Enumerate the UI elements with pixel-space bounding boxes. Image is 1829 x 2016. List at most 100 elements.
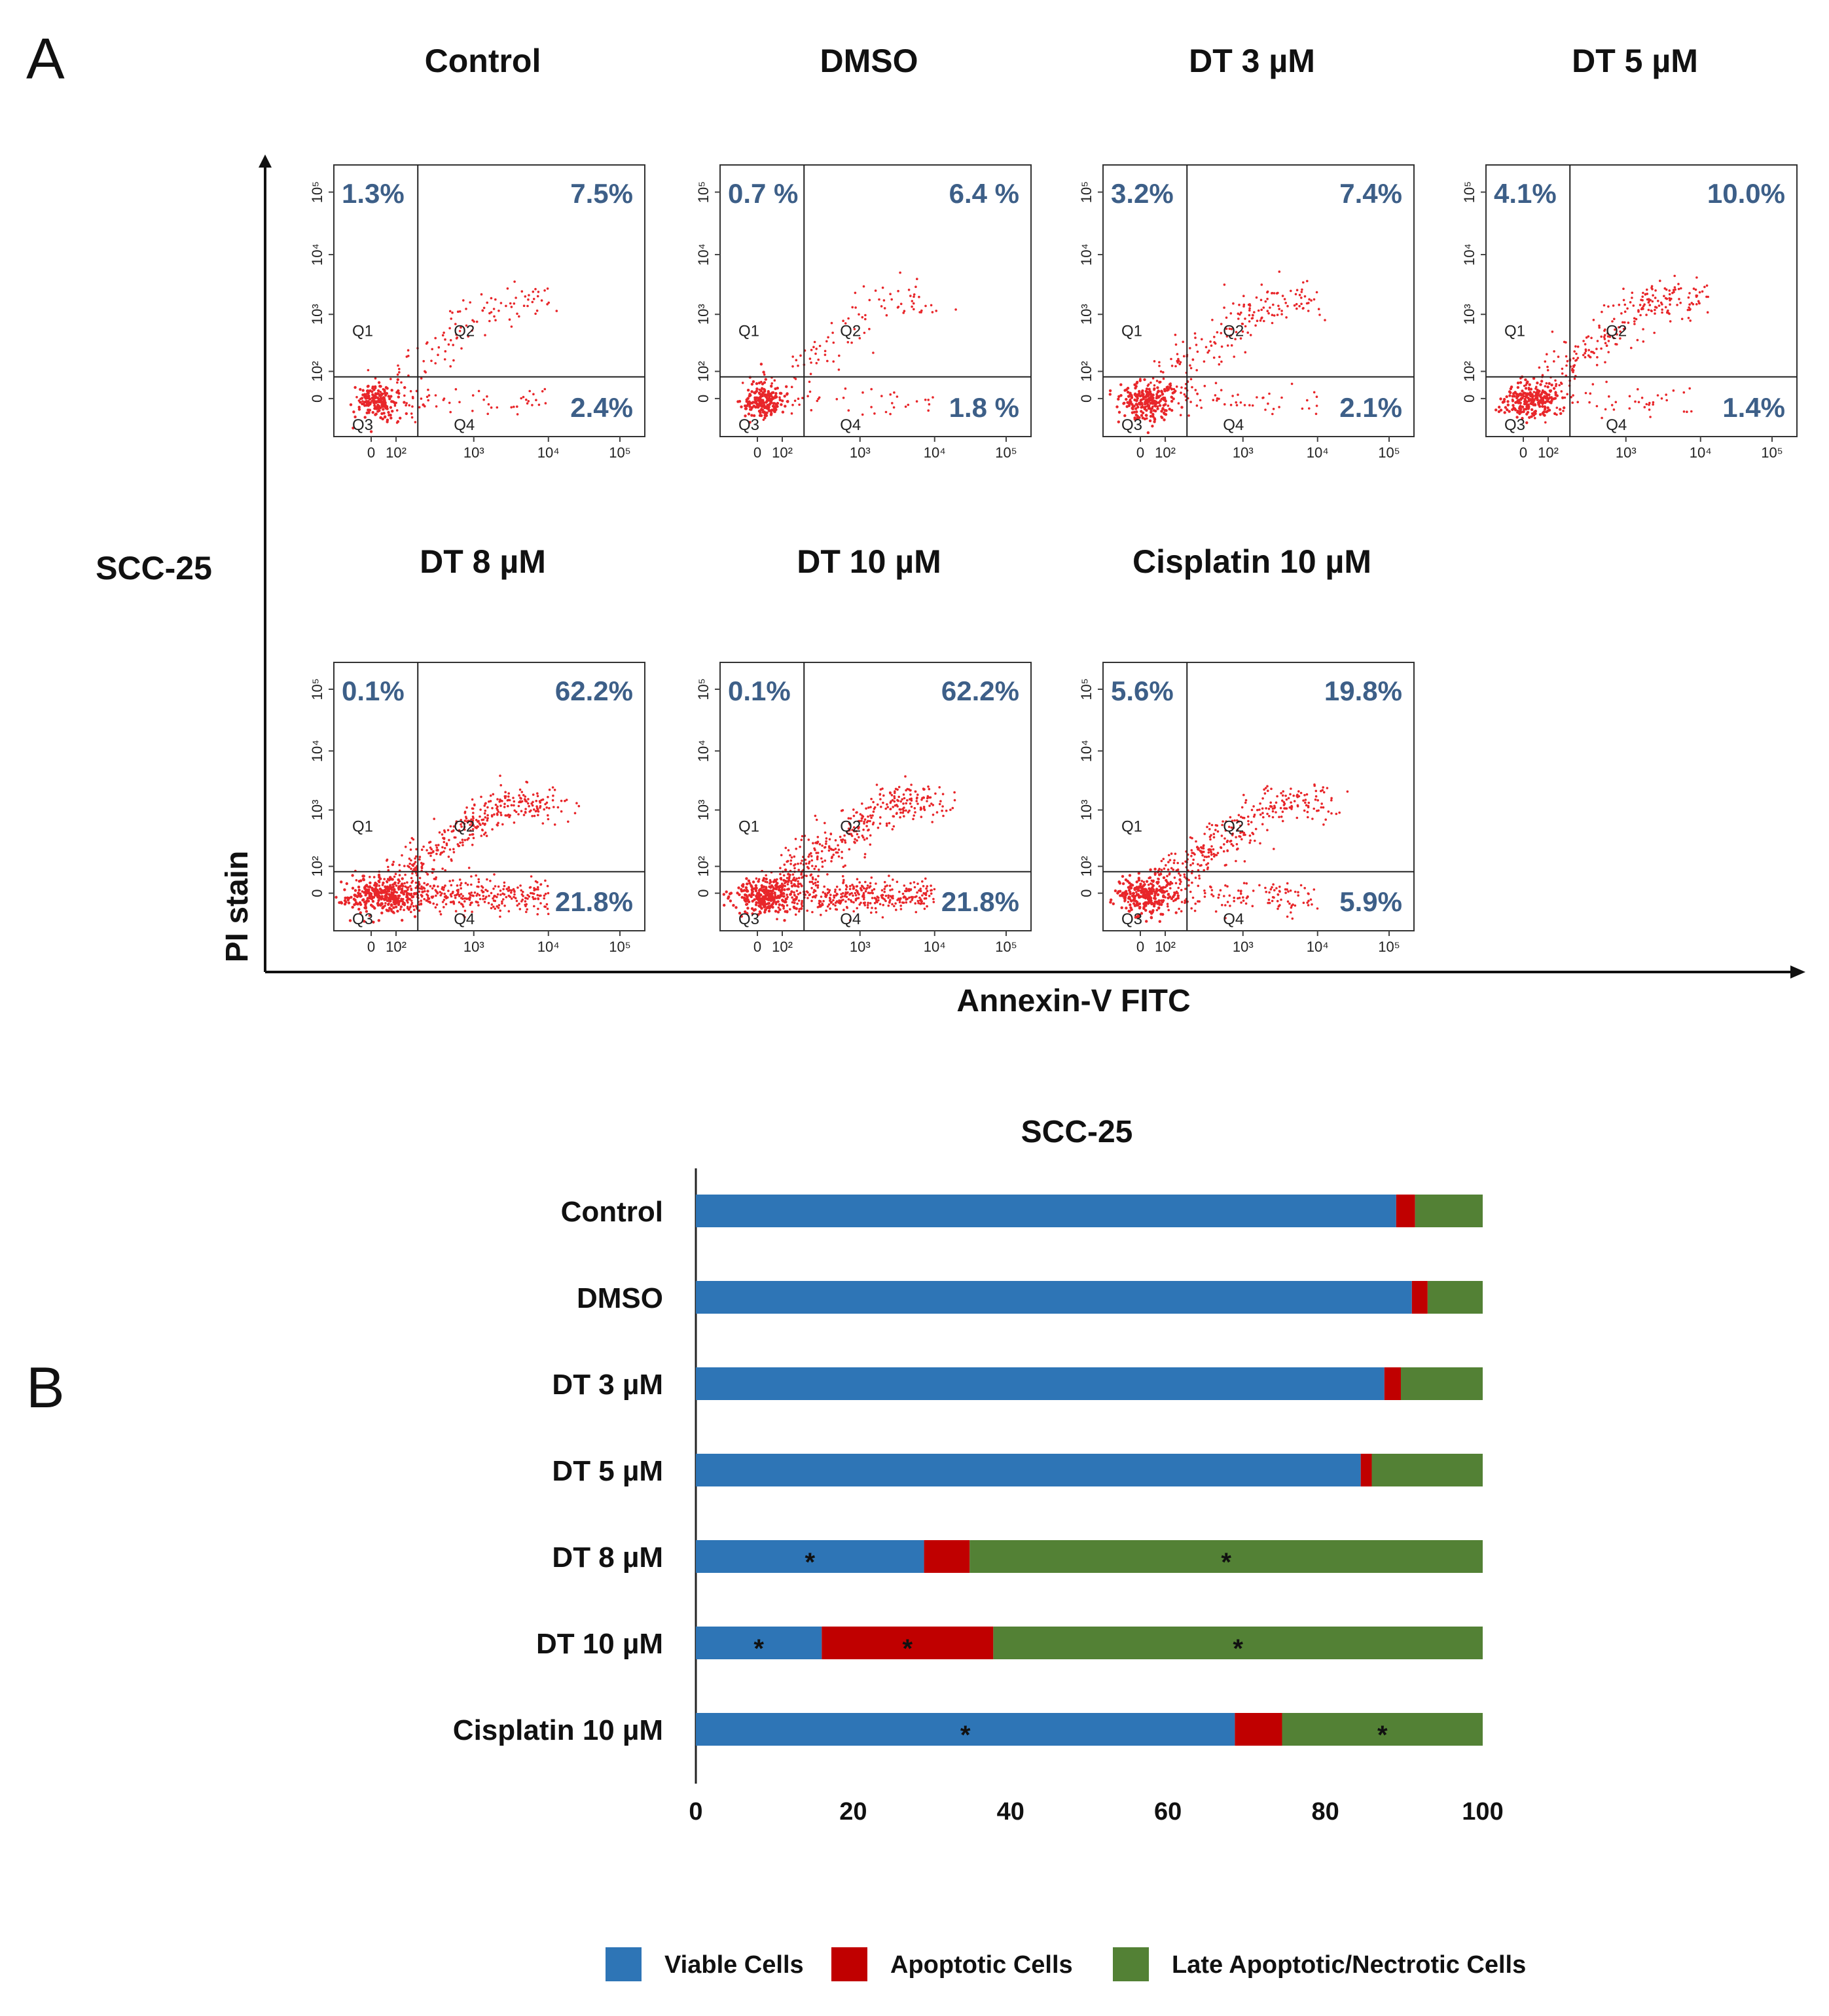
flow-event: [462, 299, 465, 302]
flow-event: [1604, 342, 1607, 344]
flow-y-tick-label: 0: [1078, 889, 1095, 897]
flow-event: [1229, 312, 1233, 315]
flow-event: [1146, 391, 1150, 393]
flow-event: [1180, 391, 1182, 394]
flow-event: [379, 888, 382, 891]
flow-event: [1180, 910, 1183, 912]
flow-event: [1183, 873, 1186, 876]
flow-event: [748, 421, 752, 424]
flow-event: [1280, 313, 1283, 315]
flow-event: [1176, 869, 1179, 872]
flow-event: [357, 888, 361, 892]
flow-event: [801, 397, 804, 399]
flow-event: [359, 911, 362, 914]
flow-event: [1273, 889, 1276, 891]
flow-event: [812, 882, 815, 885]
flow-event: [889, 393, 892, 396]
flow-event: [905, 890, 908, 892]
flow-event: [345, 882, 348, 886]
flow-event: [429, 840, 432, 844]
flow-event: [1184, 899, 1186, 902]
flow-event: [507, 792, 510, 795]
flow-event: [1505, 395, 1508, 399]
legend-swatch: [831, 1947, 867, 1981]
flow-event: [398, 368, 401, 370]
flow-event: [1281, 819, 1284, 823]
flow-event: [1243, 404, 1246, 406]
flow-event: [1627, 321, 1630, 324]
flow-event: [1192, 858, 1195, 861]
flow-event: [783, 863, 786, 866]
flow-event: [1145, 387, 1149, 391]
flow-event: [424, 405, 426, 408]
flow-event: [1145, 880, 1149, 883]
flow-event: [909, 789, 912, 792]
flow-event: [761, 405, 765, 408]
flow-event: [1314, 789, 1318, 793]
flow-event: [914, 790, 917, 793]
flow-event: [789, 893, 792, 895]
bar-x-tick-label: 60: [1154, 1798, 1182, 1826]
flow-event: [1148, 398, 1151, 401]
flow-event: [390, 891, 393, 894]
flow-event: [1262, 816, 1265, 819]
flow-event: [901, 901, 904, 904]
flow-event: [1265, 807, 1267, 810]
flow-event: [825, 837, 828, 840]
flow-event: [782, 884, 785, 887]
flow-event: [851, 829, 854, 831]
flow-event: [1176, 861, 1179, 865]
flow-event: [834, 888, 837, 891]
flow-event: [544, 402, 547, 405]
flow-event: [1141, 411, 1145, 414]
flow-event: [1524, 399, 1527, 403]
flow-event: [871, 891, 873, 894]
flow-event: [1316, 907, 1319, 910]
flow-event: [1536, 398, 1539, 402]
flow-event: [801, 859, 803, 862]
flow-event: [477, 886, 480, 888]
flow-event: [1502, 397, 1506, 401]
flow-event: [344, 896, 347, 900]
flow-event: [390, 389, 393, 392]
flow-event: [757, 878, 761, 881]
flow-event: [548, 788, 551, 791]
flow-event: [1223, 864, 1227, 867]
flow-event: [1254, 827, 1258, 831]
flow-event: [1212, 848, 1215, 851]
flow-event: [1626, 307, 1629, 310]
flow-event: [458, 878, 462, 881]
flow-event: [410, 899, 413, 902]
flow-event: [1157, 869, 1160, 872]
flow-event: [1673, 286, 1676, 289]
flow-event: [486, 878, 488, 881]
flow-event: [1554, 391, 1557, 393]
flow-event: [1224, 829, 1227, 832]
flow-event: [363, 920, 366, 923]
flow-event: [1307, 899, 1310, 903]
flow-event: [1306, 810, 1309, 814]
flow-event: [1269, 306, 1271, 309]
flow-event: [892, 878, 894, 881]
flow-event: [527, 400, 530, 403]
flow-event: [774, 895, 776, 897]
flow-event: [793, 855, 796, 858]
flow-y-tick-label: 10⁵: [1078, 678, 1095, 700]
flow-event: [1239, 831, 1242, 834]
legend-item: Viable Cells: [606, 1947, 804, 1981]
flow-event: [1140, 891, 1143, 894]
flow-event: [839, 899, 842, 903]
flow-event: [840, 893, 842, 895]
flow-event: [938, 786, 941, 789]
flow-event: [512, 888, 515, 891]
flow-event: [821, 865, 824, 868]
flow-event: [768, 403, 771, 406]
flow-event: [469, 301, 471, 304]
flow-event: [921, 880, 924, 883]
flow-event: [426, 849, 428, 852]
flow-event: [1136, 901, 1139, 904]
flow-event: [471, 815, 475, 818]
flow-event: [1519, 377, 1522, 380]
flow-event: [1119, 383, 1123, 386]
